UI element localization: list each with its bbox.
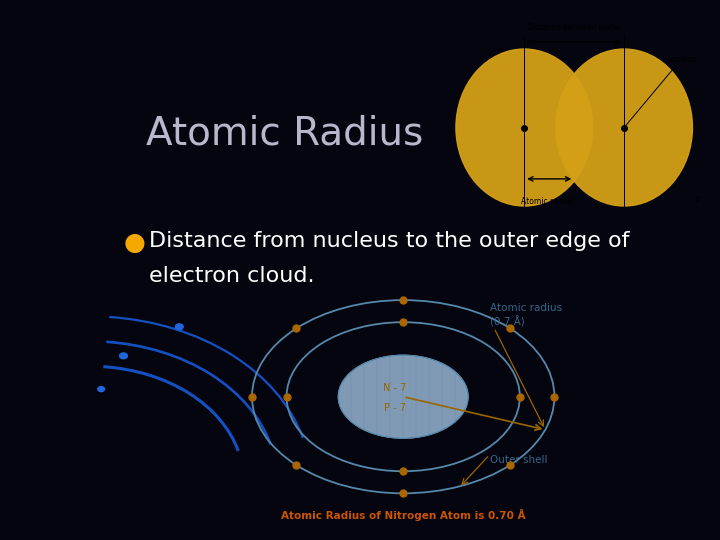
Text: electron cloud.: electron cloud. [148,266,314,286]
Ellipse shape [456,49,593,206]
Text: P - 7: P - 7 [384,403,405,413]
Ellipse shape [556,49,693,206]
Text: ●: ● [124,231,145,255]
Text: (0.7 Å): (0.7 Å) [490,316,524,328]
Text: Atomic radius: Atomic radius [521,197,575,206]
Text: Outer shell: Outer shell [490,455,547,465]
Circle shape [98,387,104,392]
Text: Nucleus: Nucleus [626,55,697,125]
Circle shape [120,353,127,359]
Text: Atomic Radius of Nitrogen Atom is 0.70 Å: Atomic Radius of Nitrogen Atom is 0.70 Å [281,509,526,522]
Text: N - 7: N - 7 [383,383,406,394]
Circle shape [338,355,468,438]
Text: Atomic Radius: Atomic Radius [145,114,423,153]
Circle shape [176,324,183,329]
Text: Distance between nuclei: Distance between nuclei [527,23,621,32]
Text: F: F [695,197,701,207]
Text: Atomic radius: Atomic radius [490,303,562,313]
Text: Distance from nucleus to the outer edge of: Distance from nucleus to the outer edge … [148,231,629,251]
